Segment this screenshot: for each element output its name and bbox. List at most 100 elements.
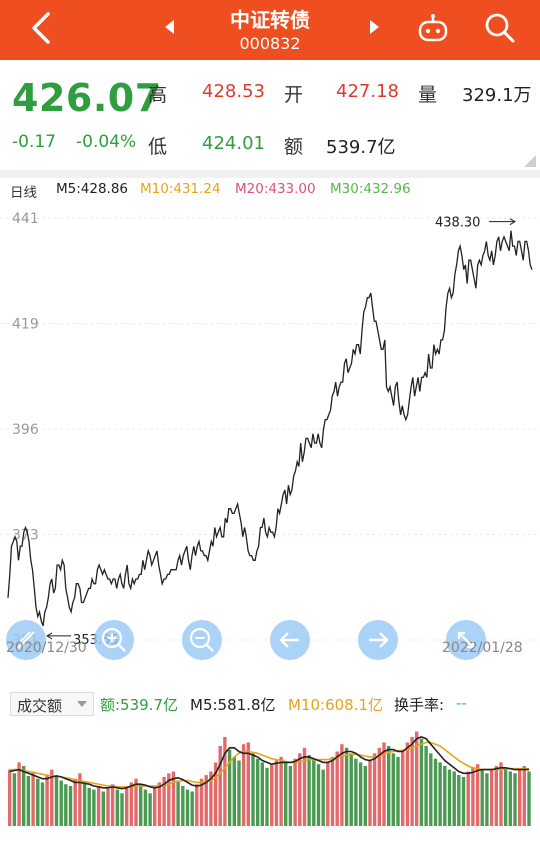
- volume-bar: [12, 773, 17, 826]
- amount-label: 额: [284, 136, 304, 158]
- expand-corner-icon[interactable]: [522, 153, 536, 167]
- zoom-out-pan-button[interactable]: [6, 620, 46, 660]
- volume-bar: [36, 778, 40, 826]
- volume-bar: [377, 747, 381, 826]
- volume-bar: [358, 762, 363, 826]
- low-value: 424.01: [202, 133, 265, 154]
- volume-bar: [438, 762, 442, 826]
- volume-m10: M10:608.1亿: [288, 696, 384, 714]
- volume-bar: [279, 756, 283, 826]
- turnover-value: --: [456, 694, 467, 712]
- max-price-annotation: 438.30: [435, 216, 481, 231]
- volume-bar: [260, 762, 264, 826]
- volume-bar: [518, 769, 522, 826]
- y-axis-ticks: 441419396373351: [12, 211, 39, 649]
- volume-bar: [237, 760, 241, 826]
- x-start-label: 2020/12/30: [6, 640, 87, 656]
- volume-bar: [391, 753, 395, 826]
- volume-bar: [354, 758, 358, 826]
- min-arrow-head: [46, 632, 53, 640]
- volume-chart-svg: [8, 731, 531, 826]
- volume-bar: [190, 791, 194, 826]
- period-label[interactable]: 日线: [10, 185, 37, 201]
- indicator-selector[interactable]: 成交额: [10, 692, 94, 716]
- volume-bar: [382, 742, 386, 826]
- volume-bar: [302, 747, 307, 826]
- volume-bar: [321, 769, 325, 826]
- volume-bar: [387, 746, 391, 826]
- volume-bar: [251, 753, 255, 826]
- volume-bar: [307, 755, 311, 826]
- volume-bar: [73, 778, 77, 826]
- volume-bar: [424, 746, 428, 826]
- volume-bar: [288, 766, 293, 826]
- volume-bar: [349, 753, 353, 826]
- ma-legend: 日线 M5:428.86 M10:431.24 M20:433.00 M30:4…: [0, 180, 540, 201]
- volume-ma5-line: [9, 736, 529, 790]
- volume-bar: [499, 762, 503, 826]
- volume-bar: [139, 784, 143, 826]
- volume-bar: [522, 766, 526, 826]
- ma5-label: M5:428.86: [56, 181, 129, 197]
- y-tick-label: 373: [12, 528, 39, 544]
- volume-value: 329.1万: [462, 85, 532, 106]
- volume-bar: [167, 773, 171, 826]
- price-chart[interactable]: 441419396373351 438.30353.55: [0, 200, 540, 685]
- volume-bar: [195, 784, 199, 826]
- volume-bar: [489, 769, 494, 826]
- volume-bar: [64, 784, 68, 826]
- volume-bar: [405, 742, 410, 826]
- volume-bar: [246, 742, 250, 826]
- volume-bar: [368, 760, 372, 826]
- next-stock-icon[interactable]: [364, 17, 384, 37]
- zoom-reset-button[interactable]: [182, 620, 222, 660]
- back-icon[interactable]: [22, 8, 62, 48]
- stock-name: 中证转债: [230, 8, 310, 32]
- volume-bar: [457, 775, 461, 826]
- fullscreen-button[interactable]: [446, 620, 486, 660]
- volume-chart[interactable]: [0, 718, 540, 830]
- volume-bar: [344, 747, 349, 826]
- volume-bar: [143, 789, 148, 826]
- volume-bar: [31, 771, 35, 826]
- price-change-percent: -0.04%: [76, 132, 137, 152]
- zoom-in-button[interactable]: [94, 620, 134, 660]
- volume-bar: [443, 766, 447, 826]
- robot-assistant-icon[interactable]: [416, 12, 450, 46]
- scroll-left-button[interactable]: [270, 620, 310, 660]
- expand-icon: [457, 631, 475, 649]
- volume-bar: [452, 771, 456, 826]
- previous-stock-icon[interactable]: [160, 17, 180, 37]
- volume-m5: M5:581.8亿: [190, 696, 276, 714]
- ma30-label: M30:432.96: [330, 181, 411, 197]
- arrow-right-icon: [369, 632, 389, 648]
- volume-bar: [232, 756, 236, 826]
- volume-bar: [503, 767, 508, 826]
- volume-bar: [101, 791, 105, 826]
- amount-value: 539.7亿: [326, 137, 396, 158]
- volume-bar: [508, 771, 512, 826]
- volume-bar: [265, 767, 269, 826]
- last-price: 426.07: [12, 76, 162, 120]
- volume-bar: [199, 778, 204, 826]
- volume-bar: [241, 744, 246, 826]
- volume-bar: [110, 784, 115, 826]
- y-tick-label: 441: [12, 211, 39, 227]
- high-label: 高: [148, 84, 168, 106]
- volume-bar: [185, 789, 190, 826]
- volume-bar: [330, 756, 335, 826]
- high-value: 428.53: [202, 81, 265, 102]
- volume-bar: [213, 762, 218, 826]
- volume-bar: [485, 773, 489, 826]
- search-icon[interactable]: [482, 10, 518, 46]
- volume-bar: [78, 773, 82, 826]
- volume-bar: [475, 764, 480, 826]
- volume-bar: [162, 776, 166, 826]
- volume-bar: [153, 787, 157, 826]
- ma10-label: M10:431.24: [140, 181, 221, 197]
- quote-panel: 426.07 -0.17 -0.04% 高 428.53 开 427.18 量 …: [0, 60, 540, 170]
- volume-bar: [401, 749, 405, 826]
- volume-bar: [461, 776, 466, 826]
- scroll-right-button[interactable]: [358, 620, 398, 660]
- y-tick-label: 396: [12, 422, 39, 438]
